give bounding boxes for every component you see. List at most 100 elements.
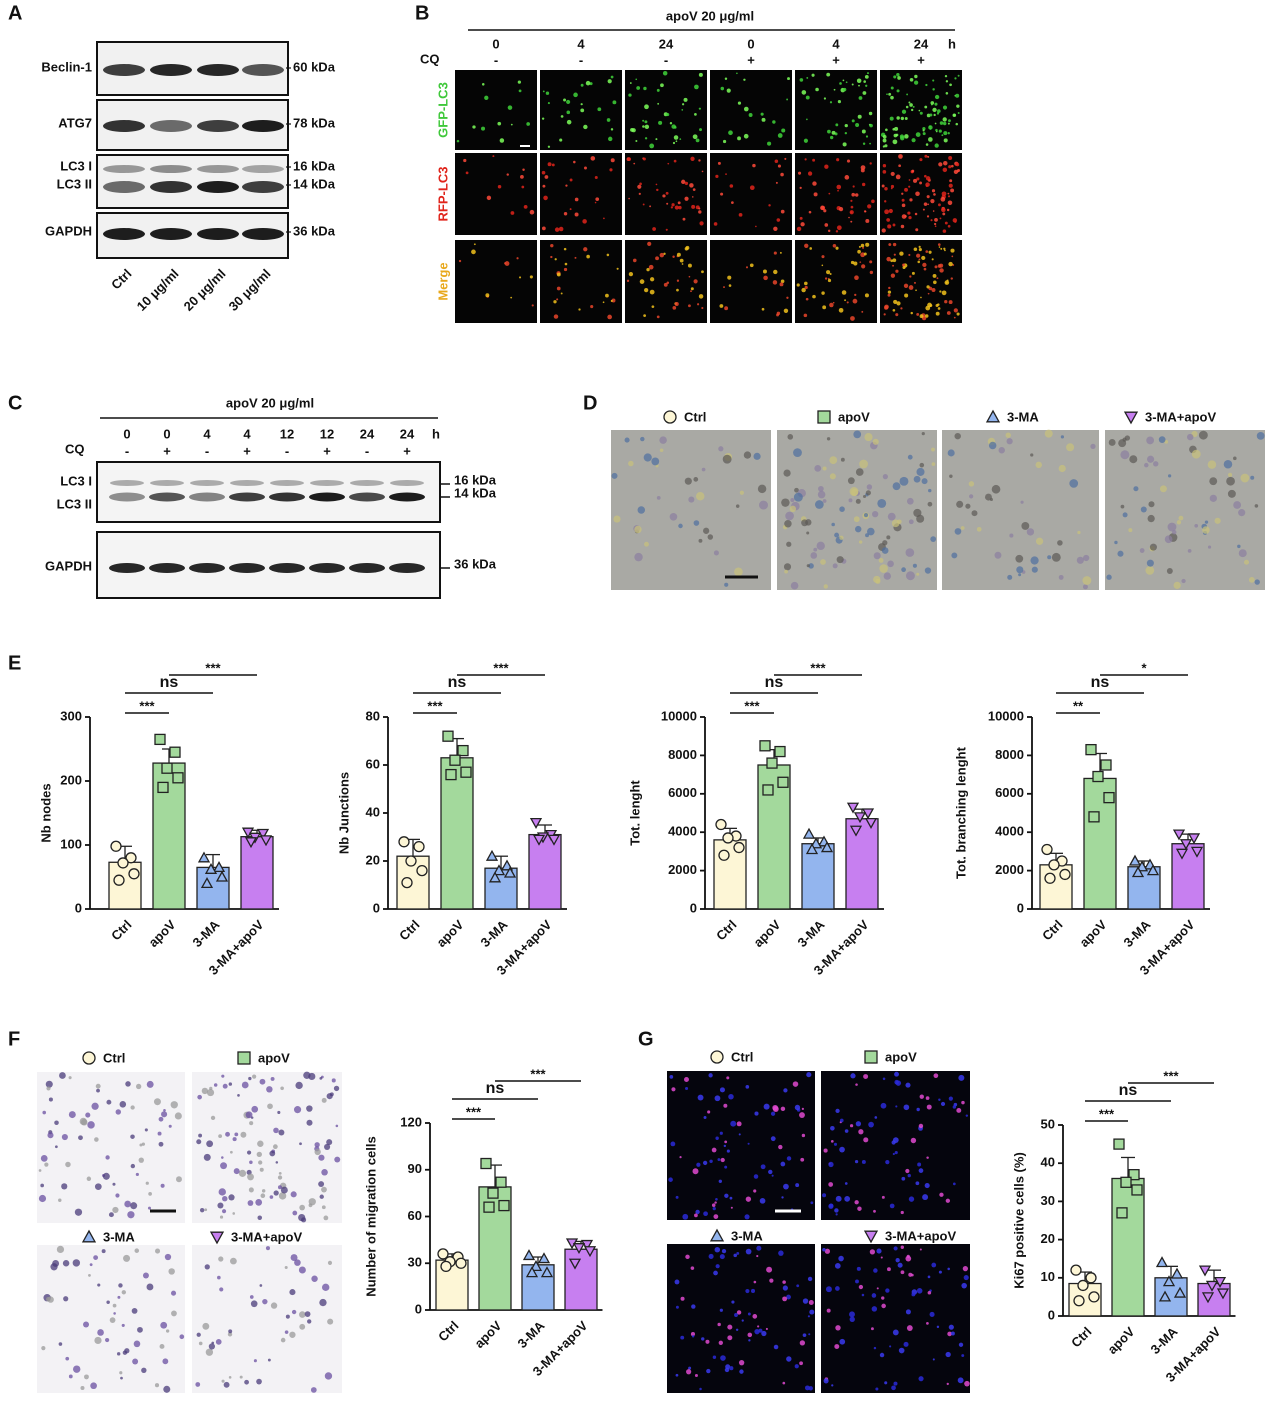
y-tick-label: 60 xyxy=(366,756,380,771)
cell xyxy=(830,1139,834,1143)
cell xyxy=(775,181,778,184)
cell xyxy=(547,145,551,148)
header: apoV 20 μg/ml xyxy=(666,8,754,23)
cell xyxy=(54,1120,59,1126)
cell xyxy=(893,253,896,256)
cell xyxy=(659,448,664,453)
cell xyxy=(926,195,930,199)
cell xyxy=(699,1387,702,1391)
cell xyxy=(298,1266,306,1274)
cell xyxy=(790,581,799,590)
cell xyxy=(259,1078,266,1085)
marker-triangle xyxy=(1131,866,1145,878)
cell xyxy=(931,447,935,452)
cell xyxy=(574,256,577,259)
cell xyxy=(784,157,787,160)
cell xyxy=(796,1284,800,1288)
marker-circle xyxy=(1044,872,1056,884)
cell xyxy=(956,104,960,108)
cell xyxy=(574,212,579,217)
cell xyxy=(789,505,797,513)
cell xyxy=(1226,476,1235,486)
cell xyxy=(850,205,854,209)
cell xyxy=(492,155,495,158)
cell xyxy=(40,1154,48,1162)
bar xyxy=(528,833,562,910)
cell xyxy=(908,216,912,220)
cq-sign: + xyxy=(747,52,755,67)
cell xyxy=(855,468,864,476)
cell xyxy=(643,314,647,317)
marker-triangle xyxy=(1162,1275,1176,1287)
cell xyxy=(755,225,757,228)
cell xyxy=(820,559,826,565)
cell xyxy=(954,528,962,535)
cell xyxy=(719,1087,725,1093)
cell xyxy=(863,80,866,83)
cell xyxy=(930,199,935,204)
micrograph xyxy=(710,70,792,150)
cell xyxy=(912,105,915,108)
cell xyxy=(142,1272,149,1279)
cell xyxy=(885,1160,890,1165)
cell xyxy=(922,208,925,211)
marker-triangle-down xyxy=(1175,848,1189,860)
cell xyxy=(948,156,953,161)
cell xyxy=(632,258,637,263)
cell xyxy=(112,1206,119,1214)
cell xyxy=(293,1106,302,1114)
cell xyxy=(823,1378,829,1384)
significance-label: *** xyxy=(1099,1106,1115,1121)
cell xyxy=(1202,526,1210,534)
cell xyxy=(731,201,734,204)
cell xyxy=(932,1358,935,1361)
cell xyxy=(752,1314,758,1319)
cell xyxy=(262,1298,268,1305)
cell xyxy=(765,1327,768,1331)
cell xyxy=(884,304,889,310)
cell xyxy=(945,92,949,95)
cell xyxy=(905,1168,910,1174)
marker-circle xyxy=(437,1248,449,1260)
bar xyxy=(440,757,474,910)
cell xyxy=(950,248,955,253)
marker-circle xyxy=(1041,843,1053,856)
cell xyxy=(916,1288,923,1294)
cell xyxy=(681,103,685,106)
cell xyxy=(920,296,922,299)
marker-circle xyxy=(710,1050,724,1064)
marker-square xyxy=(1131,1184,1143,1196)
cell xyxy=(942,229,947,233)
blot-row-label: LC3 I xyxy=(60,473,92,488)
cell xyxy=(738,1360,745,1366)
cell xyxy=(1153,461,1159,467)
cell xyxy=(865,533,869,538)
cell xyxy=(565,184,568,187)
cell xyxy=(948,1324,954,1330)
cell xyxy=(860,252,866,258)
cell xyxy=(280,1086,284,1091)
blot-band xyxy=(242,228,284,240)
cell xyxy=(913,80,919,85)
cell xyxy=(74,1208,83,1216)
cell xyxy=(1204,520,1209,524)
y-tick-label: 8000 xyxy=(668,747,697,762)
marker-triangle-down xyxy=(1179,839,1193,851)
cell xyxy=(659,252,665,258)
time-label: 0 xyxy=(123,426,130,441)
cell xyxy=(939,290,942,293)
micrograph xyxy=(667,1071,815,1220)
cell xyxy=(1076,556,1084,564)
cell xyxy=(204,1208,208,1212)
cell xyxy=(779,282,784,287)
cell xyxy=(868,111,873,116)
cell xyxy=(38,1194,47,1203)
cell xyxy=(863,252,867,256)
cell xyxy=(690,1266,695,1270)
cell xyxy=(698,210,702,214)
marker-square xyxy=(154,733,166,746)
cell xyxy=(913,475,921,483)
cell xyxy=(820,205,825,211)
cell xyxy=(241,1081,249,1089)
significance-label: ** xyxy=(1073,698,1084,713)
